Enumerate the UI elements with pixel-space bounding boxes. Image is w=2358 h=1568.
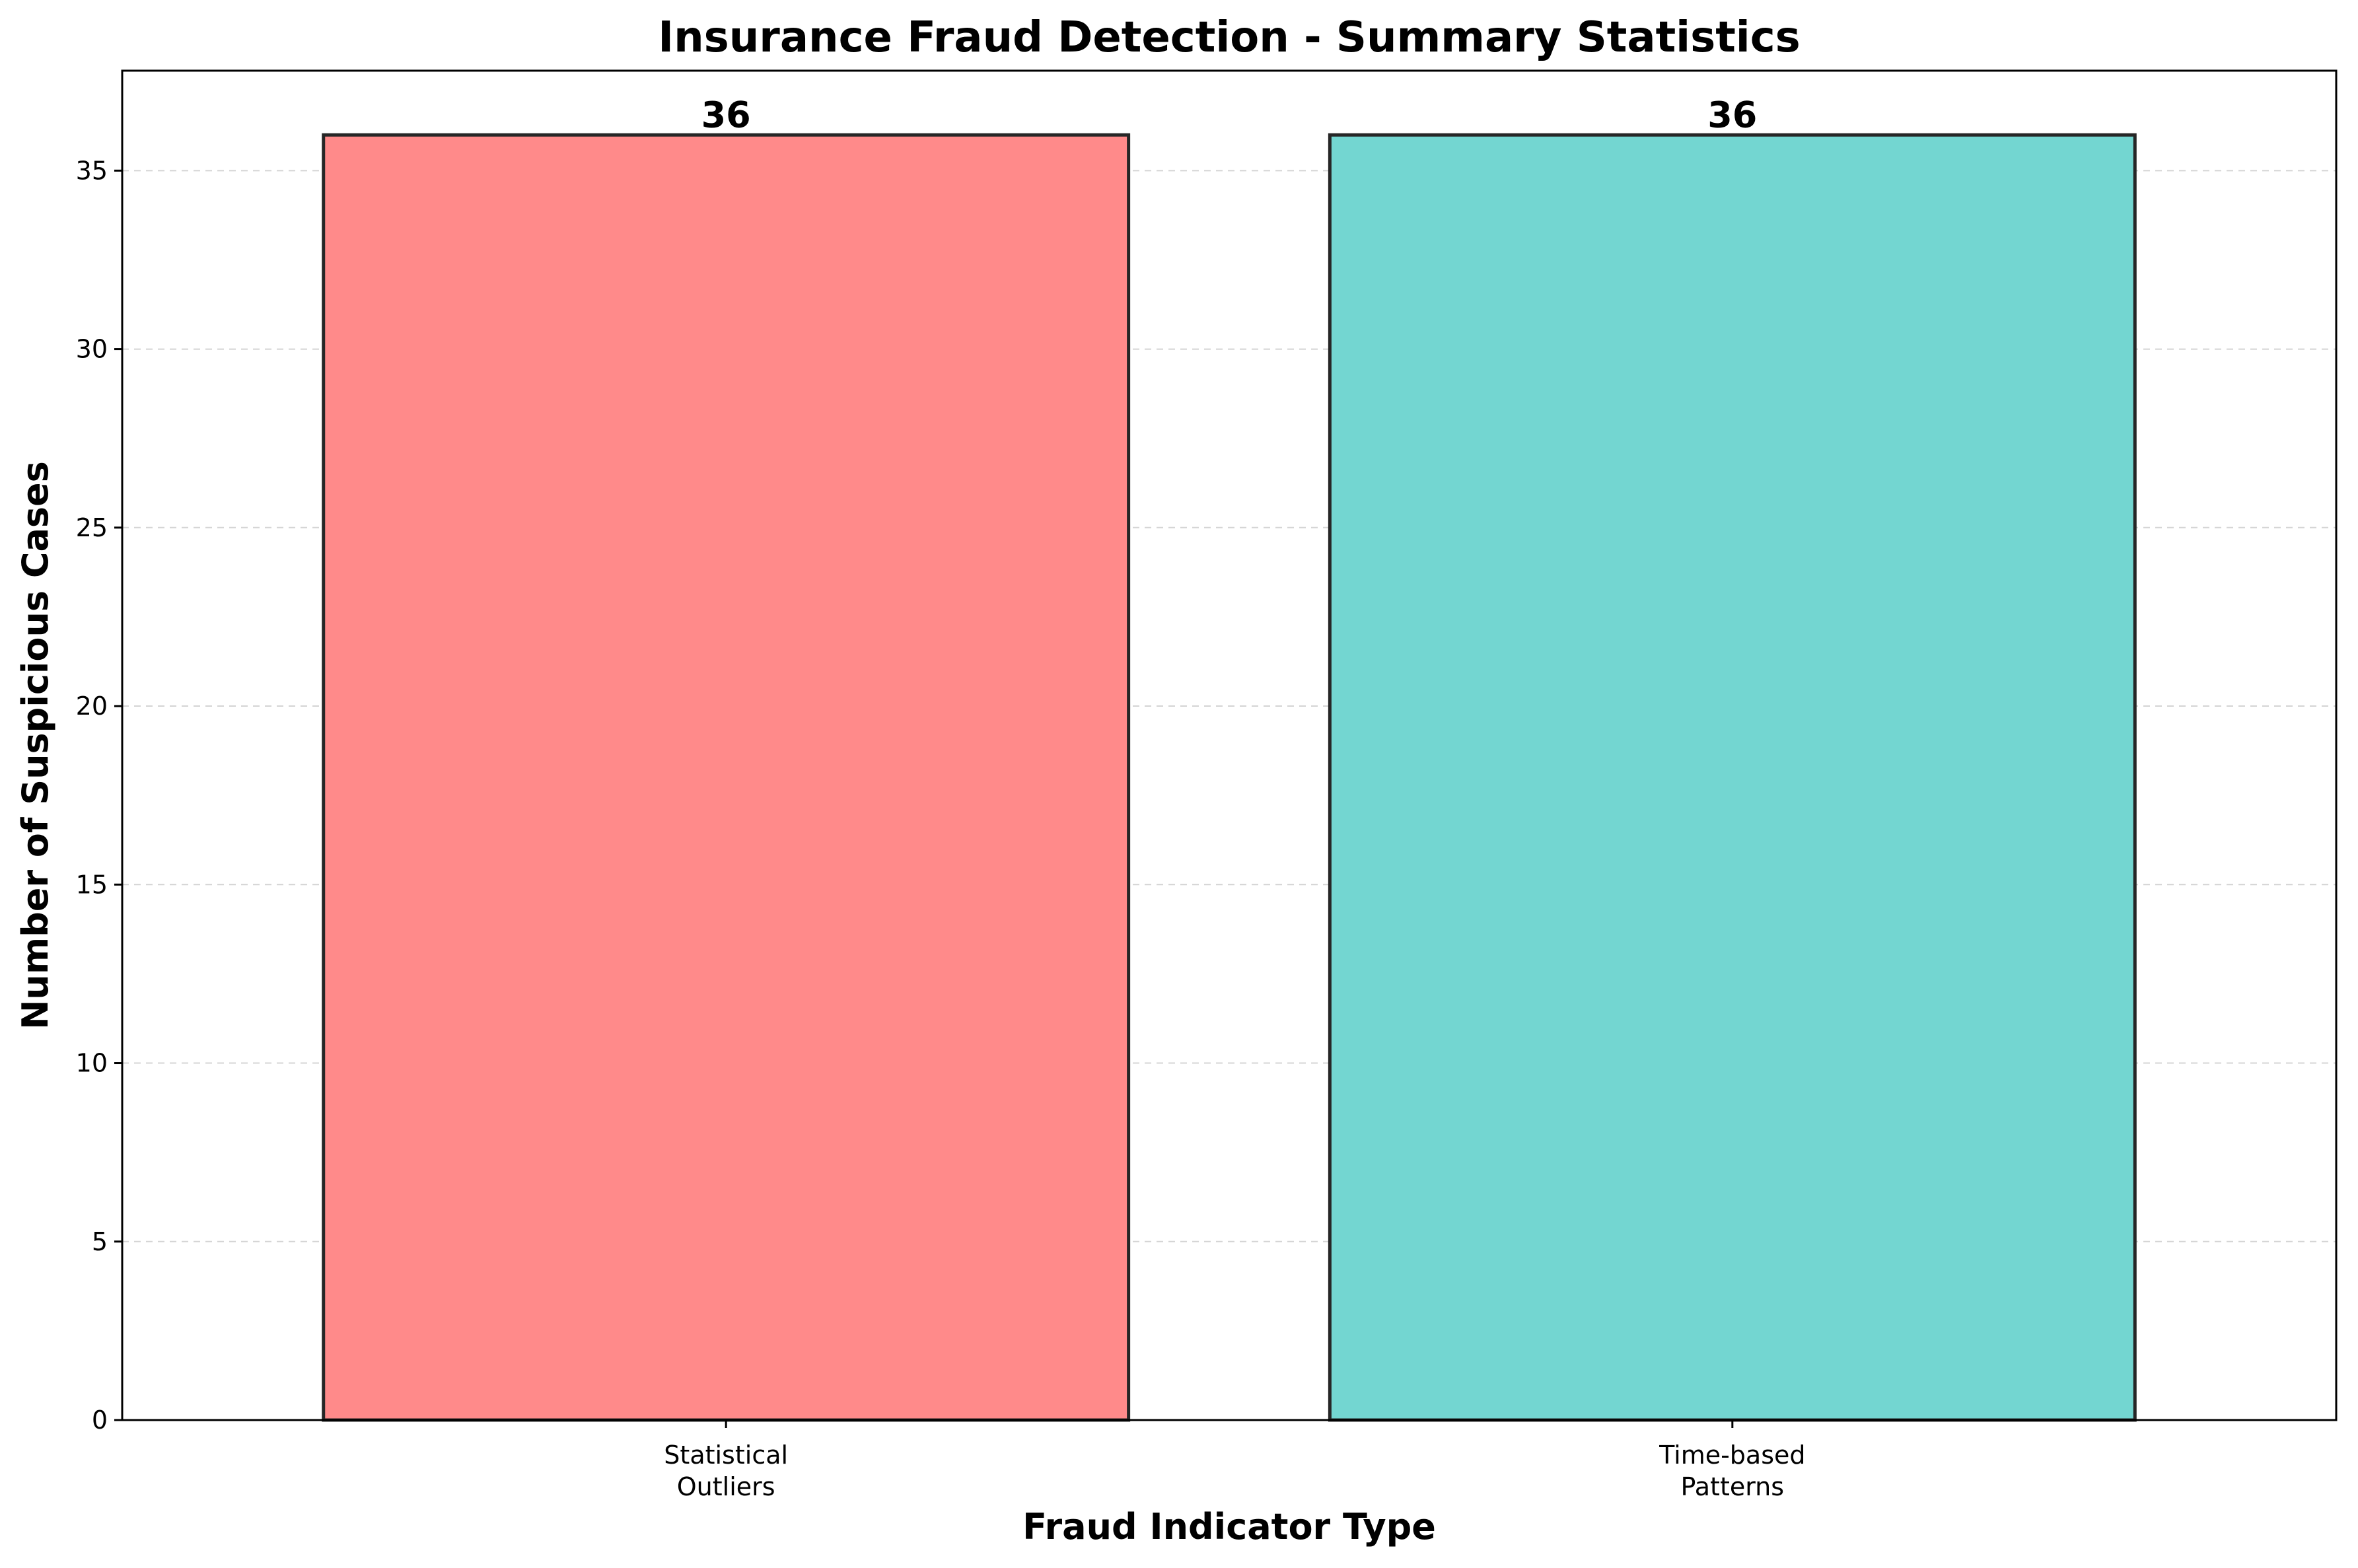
y-tick-label: 30: [76, 335, 108, 364]
x-axis-ticks: Statistical Outliers Time-based Patterns: [664, 1420, 1806, 1501]
plot-area-frame: [121, 69, 2338, 1421]
chart-title: Insurance Fraud Detection - Summary Stat…: [658, 13, 1801, 62]
x-tick-label: Statistical Outliers: [664, 1441, 788, 1501]
bars: [322, 133, 2137, 1422]
data-labels: 36 36: [701, 94, 1758, 135]
y-tick-label: 0: [92, 1406, 108, 1435]
y-tick-label: 15: [76, 870, 108, 899]
bar: [322, 133, 1131, 1422]
y-tick-label: 35: [76, 156, 108, 185]
y-tick-label: 20: [76, 692, 108, 721]
x-tick-label: Time-based Patterns: [1659, 1441, 1805, 1501]
y-tick-label: 25: [76, 513, 108, 542]
x-axis-title: Fraud Indicator Type: [1022, 1506, 1436, 1548]
y-tick-label: 5: [92, 1227, 108, 1256]
data-label: 36: [1707, 94, 1757, 135]
bar: [1328, 133, 2137, 1422]
data-label: 36: [701, 94, 751, 135]
y-axis-title: Number of Suspicious Cases: [15, 461, 56, 1030]
y-axis-ticks: 0 5 10 15 20 25 30 35: [76, 156, 122, 1435]
y-tick-label: 10: [76, 1049, 108, 1078]
